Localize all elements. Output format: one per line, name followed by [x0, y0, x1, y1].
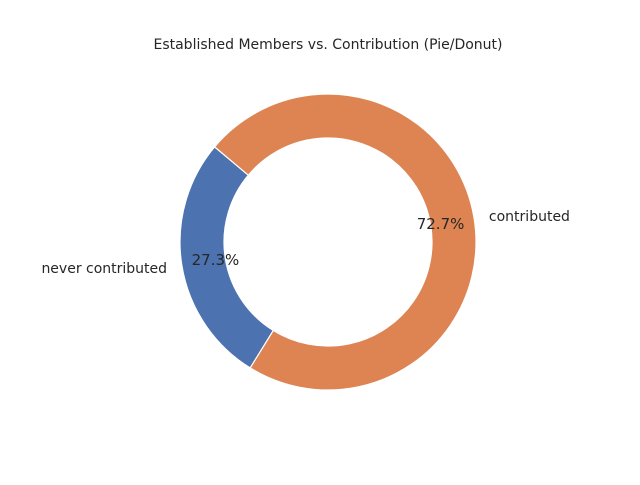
pct-label-never-contributed: 27.3%	[192, 251, 240, 269]
slice-label-contributed: contributed	[489, 209, 570, 225]
donut-slices	[179, 93, 477, 391]
donut-labels: 27.3% never contributed 72.7% contributed	[41, 209, 570, 277]
chart-title: Established Members vs. Contribution (Pi…	[153, 37, 502, 53]
donut-slice-never-contributed	[179, 146, 275, 369]
slice-label-never-contributed: never contributed	[41, 261, 167, 277]
donut-slice-contributed	[213, 93, 477, 391]
pct-label-contributed: 72.7%	[417, 215, 465, 233]
